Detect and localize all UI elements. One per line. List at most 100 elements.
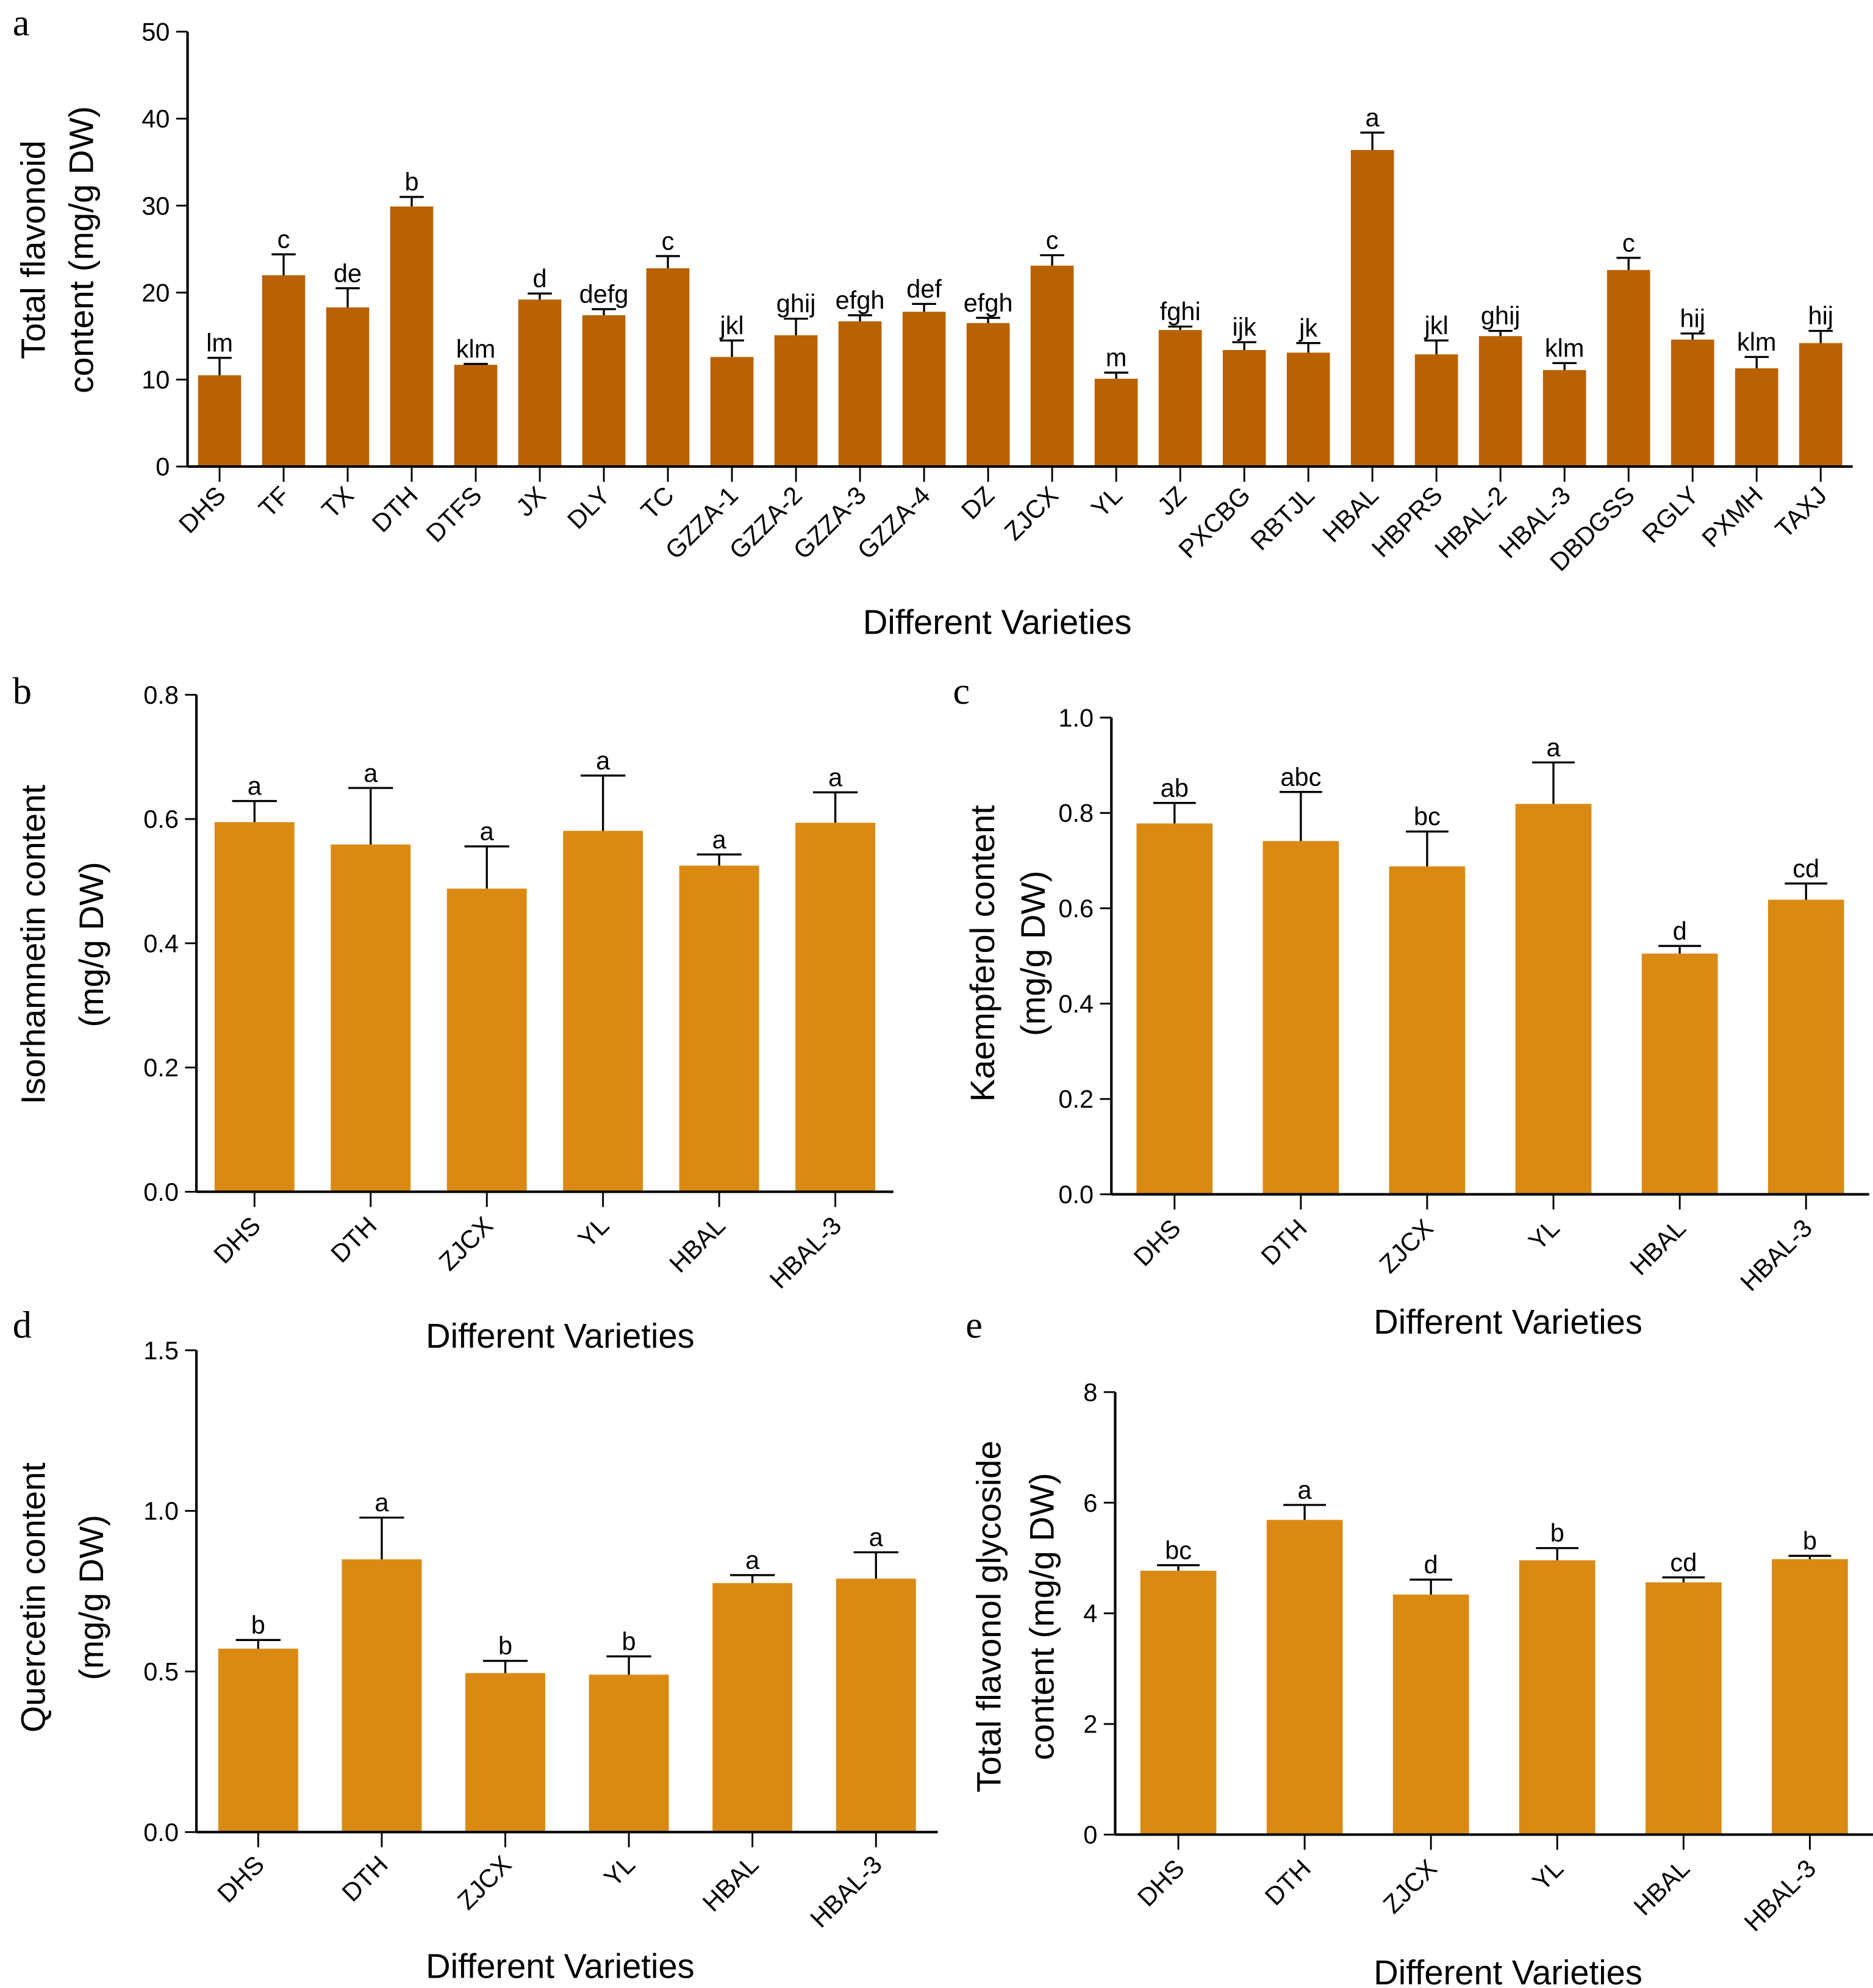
significance-label: a: [1298, 1475, 1313, 1504]
significance-label: c: [1046, 226, 1059, 254]
x-tick-label: DHS: [208, 1211, 266, 1269]
y-tick-label: 0.5: [143, 1657, 179, 1686]
significance-label: b: [622, 1627, 636, 1656]
bar: [1350, 149, 1394, 467]
panel-a: a 0 10 20 30 40 50 lm DHS c TF de TX b DTH klm DTFS d JX de…: [13, 2, 1853, 642]
y-tick-label: 0.8: [1058, 799, 1094, 828]
bar: [1030, 265, 1074, 467]
bar: [1140, 1570, 1217, 1835]
significance-label: bc: [1165, 1536, 1192, 1564]
panel-c: c 0.0 0.2 0.4 0.6 0.8 1.0 ab DHS abc DTH bc ZJCX a YL d…: [953, 670, 1869, 1341]
y-axis-title: content (mg/g DW): [62, 106, 101, 393]
panel-d: d 0.0 0.5 1.0 1.5 b DHS a DTH b ZJCX b YL a HBAL a HBAL-…: [13, 1304, 938, 1985]
bar: [1772, 1559, 1848, 1835]
significance-label: de: [334, 259, 362, 287]
y-tick-label: 1.0: [1058, 703, 1094, 732]
x-tick-label: HBAL: [1628, 1854, 1695, 1921]
x-tick-label: YL: [1086, 481, 1128, 523]
y-axis-title: Total flavonoid: [14, 140, 52, 359]
significance-label: a: [745, 1546, 760, 1575]
significance-label: klm: [1737, 327, 1777, 356]
bar: [390, 206, 434, 467]
significance-label: m: [1106, 343, 1127, 372]
bar: [589, 1675, 669, 1832]
x-tick-label: DHS: [212, 1850, 270, 1908]
significance-label: ijk: [1233, 313, 1256, 341]
x-tick-label: DHS: [173, 481, 231, 538]
y-tick-label: 0.0: [143, 1178, 179, 1206]
bar: [774, 335, 818, 467]
x-tick-label: DHS: [1132, 1854, 1190, 1912]
bar: [1392, 1594, 1469, 1835]
x-axis-title: Different Varieties: [426, 1947, 695, 1985]
bar: [710, 357, 754, 467]
significance-label: a: [374, 1488, 389, 1517]
significance-label: d: [1673, 917, 1687, 945]
bar: [1735, 368, 1778, 467]
x-tick-label: JX: [510, 481, 551, 522]
y-axis-title: content (mg/g DW): [1023, 1473, 1061, 1760]
bar: [1542, 370, 1586, 467]
bar: [326, 307, 370, 467]
y-tick-label: 50: [141, 18, 170, 46]
x-tick-label: HBAL-3: [1735, 1214, 1817, 1296]
significance-label: efgh: [836, 286, 885, 315]
panel-letter: d: [13, 1304, 32, 1346]
significance-label: ab: [1161, 773, 1189, 802]
significance-label: b: [251, 1611, 265, 1639]
significance-label: b: [1550, 1518, 1564, 1547]
bar: [262, 275, 306, 467]
significance-label: a: [363, 759, 378, 787]
x-tick-label: ZJCX: [1373, 1214, 1439, 1279]
y-tick-label: 0.4: [1058, 989, 1094, 1018]
x-tick-label: HBAL: [697, 1850, 764, 1917]
y-tick-label: 2: [1083, 1710, 1097, 1739]
x-tick-label: YL: [598, 1850, 640, 1892]
significance-label: lm: [206, 328, 233, 357]
x-tick-label: DTH: [336, 1850, 393, 1908]
bar: [1414, 354, 1458, 467]
y-tick-label: 0.6: [143, 805, 179, 834]
bar: [1671, 339, 1714, 467]
significance-label: a: [480, 817, 495, 846]
significance-label: d: [533, 264, 547, 293]
x-tick-label: HBAL: [664, 1211, 731, 1278]
y-tick-label: 30: [141, 191, 170, 220]
bar: [214, 822, 295, 1192]
significance-label: b: [404, 168, 418, 196]
significance-label: def: [906, 274, 942, 303]
y-tick-label: 0.4: [143, 929, 179, 957]
bar: [1478, 336, 1522, 467]
x-tick-label: DTH: [1255, 1214, 1313, 1271]
panel-b: b 0.0 0.2 0.4 0.6 0.8 a DHS a DTH a ZJCX a YL a HBAL a HB…: [13, 670, 894, 1355]
x-tick-label: RGLY: [1636, 481, 1704, 548]
bar: [563, 831, 643, 1192]
panel-letter: e: [965, 1304, 983, 1346]
significance-label: abc: [1280, 762, 1321, 791]
significance-label: b: [498, 1631, 512, 1660]
x-tick-label: HBAL-2: [1429, 481, 1512, 563]
y-tick-label: 0.2: [143, 1053, 179, 1082]
panel-letter: c: [953, 670, 970, 712]
x-tick-label: DLY: [562, 481, 615, 534]
x-axis-title: Different Varieties: [1373, 1303, 1642, 1341]
panel-letter: a: [13, 2, 30, 44]
y-tick-label: 1.5: [143, 1336, 179, 1365]
significance-label: defg: [579, 280, 629, 309]
bar: [1136, 823, 1213, 1195]
significance-label: a: [1546, 733, 1561, 762]
x-tick-label: ZJCX: [433, 1211, 498, 1276]
x-tick-label: TF: [253, 481, 295, 523]
significance-label: b: [1803, 1526, 1817, 1555]
y-tick-label: 10: [141, 365, 170, 394]
x-tick-label: TC: [636, 481, 679, 524]
x-tick-label: JZ: [1151, 481, 1192, 521]
bar: [1222, 349, 1266, 467]
x-tick-label: DHS: [1128, 1214, 1186, 1271]
x-tick-label: HBAL-3: [804, 1850, 887, 1933]
x-tick-label: YL: [572, 1211, 614, 1253]
x-axis-title: Different Varieties: [863, 603, 1132, 642]
y-tick-label: 0.0: [1058, 1180, 1094, 1209]
significance-label: klm: [1545, 334, 1585, 362]
x-tick-label: DTFS: [420, 481, 487, 548]
